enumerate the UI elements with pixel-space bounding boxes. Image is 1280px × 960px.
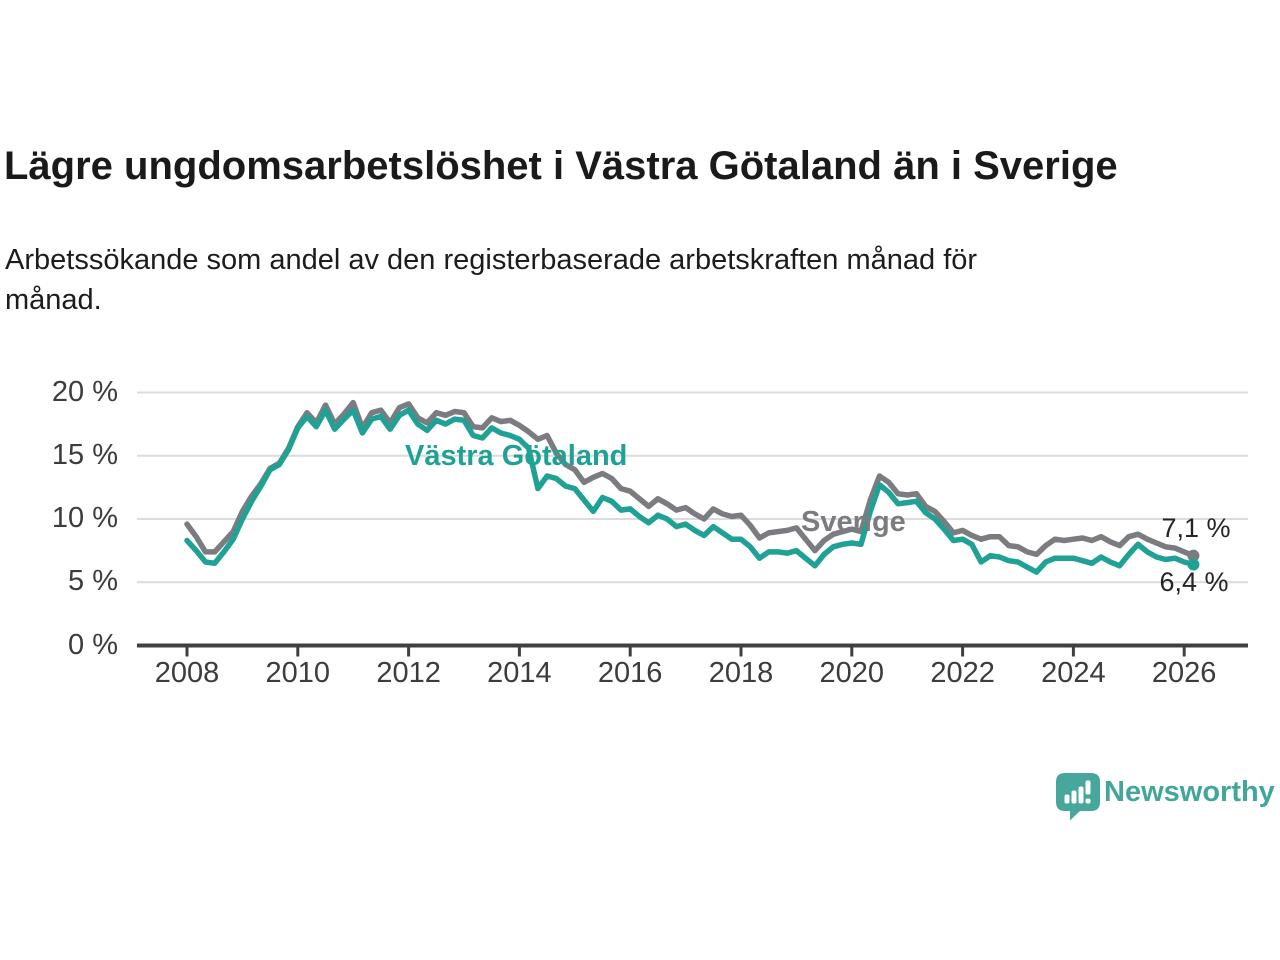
x-tick-label: 2016 xyxy=(597,657,663,689)
x-tick-label: 2012 xyxy=(376,657,441,689)
series-end-dot-vastra-gotaland xyxy=(1187,558,1200,571)
y-tick-label: 10 % xyxy=(51,502,118,534)
y-tick-label: 20 % xyxy=(51,375,118,408)
x-tick-label: 2010 xyxy=(265,657,331,689)
series-line-vastra-gotaland xyxy=(184,407,1197,575)
x-tick-label: 2020 xyxy=(819,657,885,689)
x-tick-label: 2008 xyxy=(154,657,220,689)
x-tick-label: 2018 xyxy=(708,657,774,689)
x-tick-label: 2024 xyxy=(1041,657,1106,689)
logo-bar-1 xyxy=(1064,794,1070,804)
logo-exclamation-bar xyxy=(1085,780,1091,795)
logo-bar-2 xyxy=(1071,790,1077,804)
x-tick-label: 2026 xyxy=(1151,657,1217,689)
logo-exclamation-dot xyxy=(1085,798,1091,804)
series-label-vastra-gotaland: Västra Götaland xyxy=(405,440,628,472)
logo-bar-3 xyxy=(1078,786,1084,804)
y-tick-label: 15 % xyxy=(51,438,118,471)
subtitle-line-2: månad. xyxy=(5,284,102,316)
y-tick-label: 5 % xyxy=(68,565,118,598)
subtitle-line-1: Arbetssökande som andel av den registerb… xyxy=(5,244,978,276)
newsworthy-logo: Newsworthy xyxy=(1056,773,1276,823)
x-tick-label: 2014 xyxy=(487,657,552,689)
end-value-label-vastra-gotaland: 6,4 % xyxy=(1159,567,1229,597)
end-value-label-sverige: 7,1 % xyxy=(1161,513,1231,543)
x-tick-label: 2022 xyxy=(930,657,995,689)
series-label-sverige: Sverige xyxy=(801,506,906,538)
series-end-dot-sverige xyxy=(1187,549,1200,562)
series-line-sverige xyxy=(184,399,1197,559)
page-title: Lägre ungdomsarbetslöshet i Västra Götal… xyxy=(4,144,1118,188)
y-tick-label: 0 % xyxy=(68,628,118,661)
newsworthy-logo-text: Newsworthy xyxy=(1104,776,1275,808)
page-subtitle: Arbetssökande som andel av den registerb… xyxy=(5,240,1185,320)
newsworthy-logo-icon xyxy=(1056,773,1100,821)
